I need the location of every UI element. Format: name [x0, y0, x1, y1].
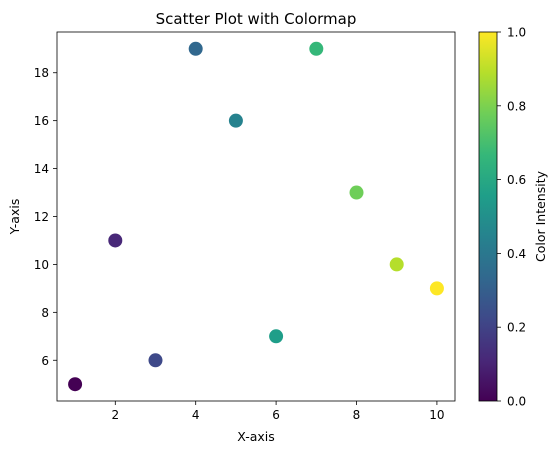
y-axis-label: Y-axis — [7, 199, 22, 236]
y-tick-label: 14 — [34, 162, 49, 176]
colorbar-tick-label: 1.0 — [507, 26, 526, 40]
scatter-points — [68, 41, 444, 392]
x-axis-ticks: 2 4 6 8 10 — [111, 401, 445, 422]
x-axis-label: X-axis — [237, 429, 275, 444]
colorbar-tick-label: 0.4 — [507, 247, 526, 261]
colorbar-tick-label: 0.0 — [507, 395, 526, 409]
colorbar-tick-label: 0.8 — [507, 99, 526, 113]
scatter-point-7 — [309, 41, 324, 56]
scatter-point-5 — [228, 113, 243, 128]
y-axis-ticks: 6 8 10 12 14 16 18 — [34, 66, 57, 368]
plot-frame — [56, 31, 456, 402]
scatter-point-2 — [108, 233, 123, 248]
scatter-point-3 — [148, 353, 163, 368]
x-tick-label: 8 — [353, 408, 361, 422]
x-tick-label: 4 — [192, 408, 200, 422]
scatter-point-6 — [269, 329, 284, 344]
x-tick-label: 2 — [111, 408, 119, 422]
colorbar-ticks: 0.0 0.2 0.4 0.6 0.8 1.0 — [497, 26, 526, 409]
colorbar: 0.0 0.2 0.4 0.6 0.8 1.0 Color Intensity — [478, 26, 548, 409]
scatter-point-1 — [68, 377, 83, 392]
scatter-point-9 — [389, 257, 404, 272]
y-tick-label: 16 — [34, 114, 49, 128]
plot-area: 2 4 6 8 10 6 8 10 12 14 16 18 — [34, 31, 456, 422]
colorbar-gradient — [478, 31, 498, 402]
chart-title: Scatter Plot with Colormap — [156, 10, 357, 28]
y-tick-label: 10 — [34, 258, 49, 272]
y-tick-label: 8 — [41, 306, 49, 320]
colorbar-tick-label: 0.6 — [507, 173, 526, 187]
y-tick-label: 6 — [41, 354, 49, 368]
y-tick-label: 12 — [34, 210, 49, 224]
y-tick-label: 18 — [34, 66, 49, 80]
colorbar-label: Color Intensity — [533, 170, 548, 262]
x-tick-label: 6 — [272, 408, 280, 422]
scatter-point-8 — [349, 185, 364, 200]
scatter-point-4 — [188, 41, 203, 56]
colorbar-tick-label: 0.2 — [507, 321, 526, 335]
scatter-point-10 — [429, 281, 444, 296]
x-tick-label: 10 — [429, 408, 444, 422]
